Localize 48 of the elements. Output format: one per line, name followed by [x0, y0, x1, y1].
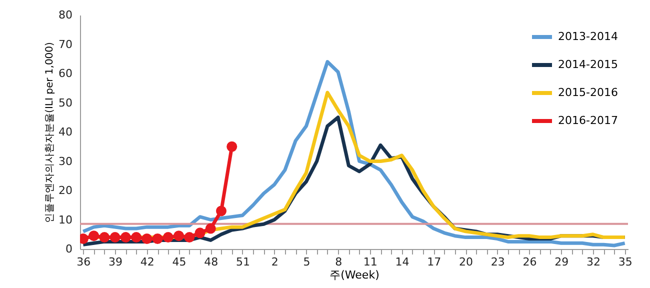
- point: [142, 234, 152, 244]
- point: [174, 230, 184, 242]
- legend-label: 2016-2017: [558, 114, 618, 127]
- x-tick-label: 29: [554, 256, 569, 268]
- point: [152, 234, 163, 244]
- y-tick-label: 40: [58, 126, 72, 138]
- point: [184, 232, 195, 243]
- x-tick-label: 2: [271, 256, 278, 268]
- x-tick-label: 39: [108, 256, 123, 268]
- x-tick-label: 48: [204, 256, 218, 268]
- y-tick-label: 20: [58, 184, 72, 197]
- point: [205, 223, 216, 234]
- x-tick-label: 42: [140, 256, 154, 268]
- legend-label: 2014-2015: [558, 58, 618, 71]
- legend-label: 2013-2014: [558, 30, 618, 43]
- y-tick-label: 70: [58, 38, 72, 51]
- y-tick-label: 60: [58, 67, 72, 80]
- y-tick-label: 50: [58, 96, 72, 110]
- x-tick-label: 35: [618, 256, 632, 268]
- point: [99, 232, 110, 243]
- point: [120, 232, 131, 243]
- x-tick-label: 14: [395, 256, 410, 268]
- x-tick-label: 17: [427, 256, 442, 268]
- y-tick-label: 10: [58, 213, 72, 226]
- y-tick-label: 0: [66, 242, 72, 256]
- point: [216, 206, 226, 216]
- x-tick-label: 32: [586, 256, 600, 268]
- x-tick-label: 20: [459, 256, 474, 268]
- legend-label: 2015-2016: [558, 86, 618, 99]
- x-tick-label: 23: [490, 256, 505, 268]
- x-tick-label: 45: [172, 256, 186, 268]
- point: [226, 141, 238, 152]
- x-tick-label: 5: [303, 256, 310, 268]
- y-tick-label: 30: [58, 154, 72, 168]
- x-tick-label: 11: [363, 256, 378, 268]
- point: [131, 232, 142, 243]
- x-tick-label: 26: [522, 256, 537, 268]
- y-axis-title: 인플루엔자의사환자분율(ILI per 1,000): [44, 42, 56, 223]
- point: [88, 230, 100, 242]
- point: [110, 232, 120, 243]
- x-tick-label: 8: [335, 256, 342, 268]
- x-tick-label: 51: [236, 256, 250, 268]
- x-tick-label: 36: [76, 256, 91, 268]
- y-tick-label: 80: [58, 8, 72, 22]
- line-series: [81, 60, 627, 248]
- point: [194, 228, 206, 238]
- point: [162, 232, 174, 243]
- x-axis-title: 주(Week): [330, 268, 380, 282]
